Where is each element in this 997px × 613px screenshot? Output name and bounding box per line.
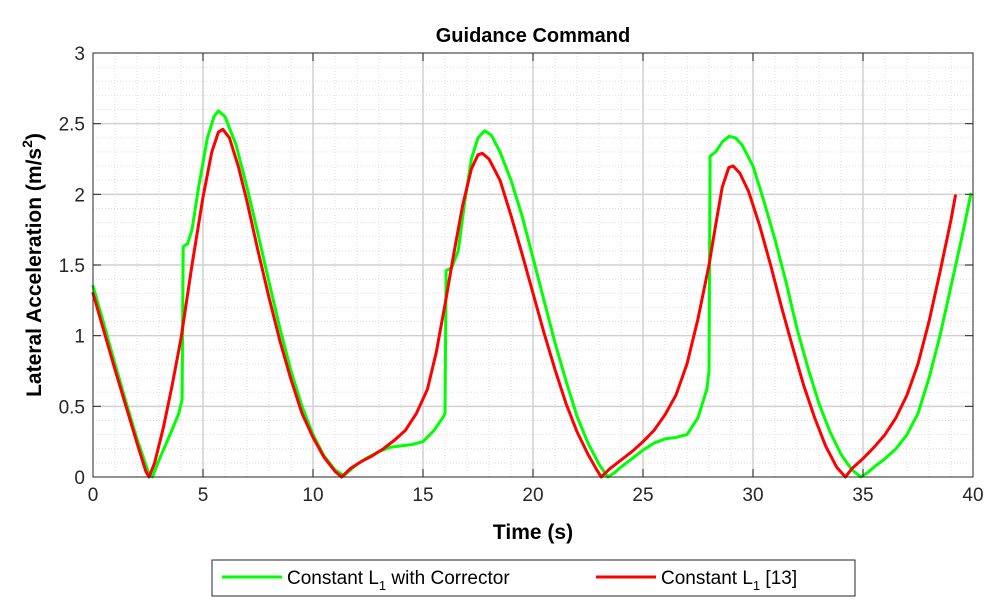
- y-tick-label: 1: [74, 327, 85, 348]
- y-tick-label: 2.5: [59, 115, 85, 136]
- legend-box: [211, 559, 856, 597]
- y-axis-label-close: ): [23, 133, 46, 140]
- x-tick-label: 30: [742, 485, 763, 506]
- chart-title: Guidance Command: [436, 25, 630, 47]
- legend-label-constant: Constant L1 [13]: [661, 568, 797, 593]
- x-tick-label: 40: [962, 485, 983, 506]
- legend-label-constant-pre: Constant L: [661, 568, 753, 589]
- legend-label-corrector: Constant L1 with Corrector: [287, 568, 510, 593]
- legend-label-corrector-pre: Constant L: [287, 568, 379, 589]
- x-tick-label: 20: [522, 485, 543, 506]
- x-tick-label: 35: [852, 485, 873, 506]
- y-tick-label: 0.5: [59, 397, 85, 418]
- y-axis-label-main: Lateral Acceleration (m/s: [23, 148, 46, 397]
- legend-label-constant-post: [13]: [760, 568, 797, 589]
- y-tick-label: 0: [74, 468, 85, 489]
- y-axis-label-superscript: 2: [19, 140, 35, 148]
- major-grid: [93, 53, 973, 477]
- y-tick-labels: 0 0.5 1 1.5 2 2.5 3: [59, 44, 85, 489]
- series-line-1: [91, 127, 957, 479]
- y-tick-label: 2: [74, 185, 85, 206]
- x-axis-label: Time (s): [493, 521, 573, 544]
- x-tick-label: 5: [198, 485, 209, 506]
- y-tick-label: 3: [74, 44, 85, 65]
- legend-label-constant-sub: 1: [753, 578, 760, 593]
- legend-label-corrector-sub: 1: [379, 578, 386, 593]
- x-tick-label: 10: [302, 485, 323, 506]
- x-tick-label: 15: [412, 485, 433, 506]
- y-axis-label: Lateral Acceleration (m/s2): [19, 133, 46, 397]
- x-tick-label: 25: [632, 485, 653, 506]
- tick-marks: [92, 52, 974, 478]
- series-layer: [91, 109, 973, 479]
- series-line-0: [91, 109, 973, 479]
- legend: Constant L1 with Corrector Constant L1 […: [211, 559, 856, 597]
- x-tick-labels: 0 5 10 15 20 25 30 35 40: [88, 485, 984, 506]
- x-tick-label: 0: [88, 485, 99, 506]
- y-tick-label: 1.5: [59, 256, 85, 277]
- legend-label-corrector-post: with Corrector: [386, 568, 510, 589]
